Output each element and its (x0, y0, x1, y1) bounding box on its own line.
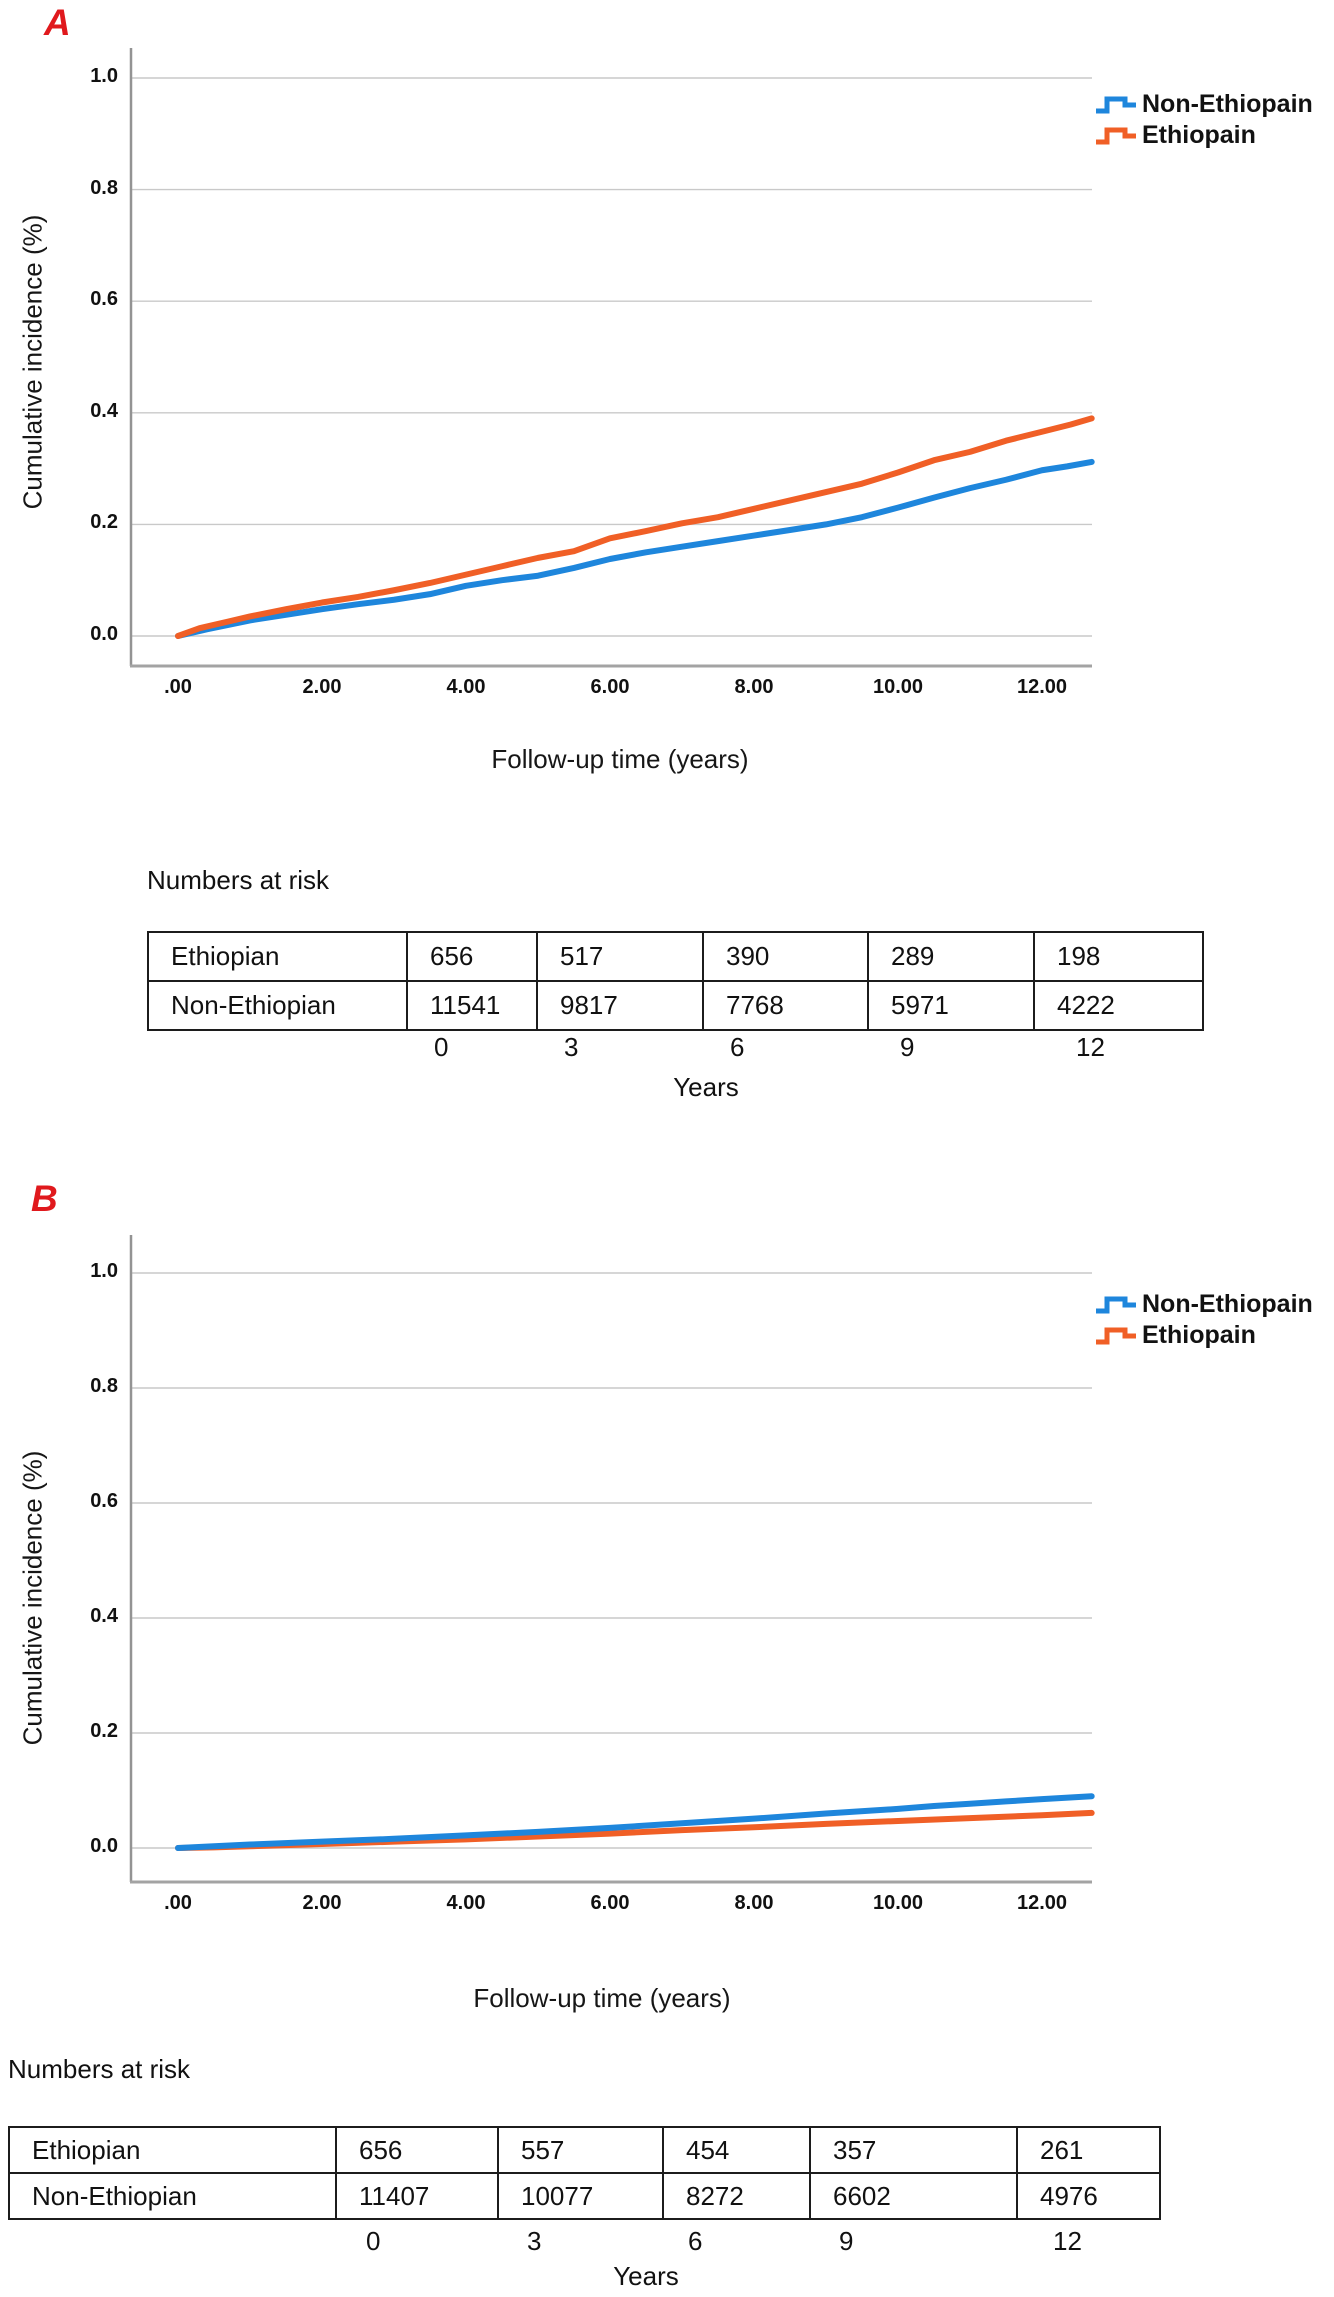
legend-step-line-icon (1096, 1296, 1136, 1314)
value-cell: 10077 (497, 2172, 664, 2220)
panel-a-curve-ethiopain (175, 415, 1095, 639)
panel-a-risk-time-tick: 0 (434, 1032, 449, 1062)
legend-item: Ethiopain (1094, 1321, 1313, 1349)
panel-b-x-tick: 4.00 (446, 1892, 486, 1914)
panel-b-years-label: Years (613, 2261, 679, 2291)
panel-b-x-tick: 2.00 (302, 1892, 342, 1914)
panel-b-y-tick: 0.6 (90, 1490, 118, 1512)
panel-a-x-tick: 12.00 (1016, 676, 1068, 698)
panel-b-risk-time-tick: 9 (839, 2226, 854, 2256)
panel-b-y-tick: 0.4 (90, 1605, 118, 1627)
panel-a-x-tick: 10.00 (872, 676, 924, 698)
legend-item: Non-Ethiopain (1094, 90, 1313, 118)
panel-a-years-label: Years (673, 1072, 739, 1102)
legend-step-line-icon (1096, 96, 1136, 114)
value-cell: 454 (662, 2126, 811, 2174)
panel-b-x-tick: 6.00 (590, 1892, 630, 1914)
row-label-cell: Ethiopian (8, 2126, 337, 2174)
panel-b-y-tick: 1.0 (90, 1260, 118, 1282)
panel-a-y-tick: 0.8 (90, 176, 118, 199)
row-label-cell: Non-Ethiopian (8, 2172, 337, 2220)
panel-b-label: B (31, 1178, 58, 1219)
panel-a-risk-time-tick: 12 (1076, 1032, 1105, 1062)
value-cell: 11407 (335, 2172, 499, 2220)
panel-b-risk-time-tick: 3 (527, 2226, 542, 2256)
value-cell: 11541 (406, 980, 538, 1031)
value-cell: 4222 (1033, 980, 1204, 1031)
panel-b-risk-time-tick: 0 (366, 2226, 381, 2256)
panel-a-y-tick: 0.6 (90, 288, 118, 311)
table-row: Non-Ethiopian 11407 10077 8272 6602 4976 (8, 2172, 1161, 2220)
value-cell: 6602 (809, 2172, 1018, 2220)
panel-b-y-tick: 0.8 (90, 1375, 118, 1397)
panel-a-x-axis-title: Follow-up time (years) (491, 744, 749, 774)
value-cell: 557 (497, 2126, 664, 2174)
value-cell: 390 (702, 931, 869, 982)
value-cell: 7768 (702, 980, 869, 1031)
panel-a-x-tick: .00 (164, 676, 192, 698)
panel-b-x-tick: 10.00 (872, 1892, 924, 1914)
value-cell: 289 (867, 931, 1035, 982)
row-label-cell: Ethiopian (147, 931, 408, 982)
panel-a-x-tick: 6.00 (590, 676, 630, 698)
value-cell: 261 (1016, 2126, 1161, 2174)
table-row: Non-Ethiopian 11541 9817 7768 5971 4222 (147, 980, 1204, 1031)
value-cell: 357 (809, 2126, 1018, 2174)
value-cell: 517 (536, 931, 704, 982)
panel-a-y-tick: 0.0 (90, 623, 118, 645)
panel-a-risk-time-tick: 9 (900, 1032, 915, 1062)
panel-a-risk-title: Numbers at risk (147, 865, 330, 895)
panel-a-x-tick: 8.00 (734, 676, 774, 698)
panel-a-y-tick: 1.0 (90, 65, 118, 87)
value-cell: 4976 (1016, 2172, 1161, 2220)
panel-b-x-tick: 8.00 (734, 1892, 774, 1914)
panel-b-y-axis-title: Cumulative incidence (%) (17, 1450, 48, 1746)
panel-a-legend: Non-Ethiopain Ethiopain (1094, 90, 1313, 149)
panel-b-y-tick: 0.2 (90, 1720, 118, 1742)
value-cell: 656 (335, 2126, 499, 2174)
panel-a-x-tick: 4.00 (446, 676, 486, 698)
panel-b-risk-time-tick: 12 (1053, 2226, 1082, 2256)
panel-a-curve-non-ethiopain (175, 458, 1095, 639)
legend-label: Ethiopain (1142, 120, 1256, 149)
table-row: Ethiopian 656 557 454 357 261 (8, 2126, 1161, 2174)
panel-b-x-tick: 12.00 (1016, 1892, 1068, 1914)
panel-a-risk-time-tick: 6 (730, 1032, 745, 1062)
panel-b-x-tick: .00 (164, 1892, 192, 1914)
row-label-cell: Non-Ethiopian (147, 980, 408, 1031)
legend-label: Non-Ethiopain (1142, 89, 1313, 118)
panel-b-legend: Non-Ethiopain Ethiopain (1094, 1290, 1313, 1349)
legend-step-line-icon (1096, 1327, 1136, 1345)
value-cell: 9817 (536, 980, 704, 1031)
panel-b-curve-non-ethiopain (175, 1793, 1095, 1851)
panel-a-risk-time-tick: 3 (564, 1032, 579, 1062)
panel-b-x-axis-title: Follow-up time (years) (473, 1983, 731, 2013)
value-cell: 198 (1033, 931, 1204, 982)
value-cell: 656 (406, 931, 538, 982)
panel-a-x-tick: 2.00 (302, 676, 342, 698)
panel-a-label: A (44, 2, 71, 43)
panel-b-risk-table: Ethiopian 656 557 454 357 261 Non-Ethiopian 114… (8, 2126, 1161, 2220)
value-cell: 5971 (867, 980, 1035, 1031)
legend-item: Ethiopain (1094, 121, 1313, 149)
legend-label: Non-Ethiopain (1142, 1289, 1313, 1318)
table-row: Ethiopian 656 517 390 289 198 (147, 931, 1204, 982)
panel-a-risk-table: Ethiopian 656 517 390 289 198 Non-Ethiopian 115… (147, 931, 1204, 1031)
panel-a-y-tick: 0.2 (90, 511, 118, 534)
panel-a-y-axis-title: Cumulative incidence (%) (17, 214, 48, 510)
legend-step-line-icon (1096, 127, 1136, 145)
panel-b-y-tick: 0.0 (90, 1835, 118, 1857)
panel-b-risk-title: Numbers at risk (8, 2054, 191, 2084)
panel-b-risk-time-tick: 6 (688, 2226, 703, 2256)
legend-label: Ethiopain (1142, 1320, 1256, 1349)
value-cell: 8272 (662, 2172, 811, 2220)
panel-a-y-tick: 0.4 (90, 399, 118, 422)
legend-item: Non-Ethiopain (1094, 1290, 1313, 1318)
